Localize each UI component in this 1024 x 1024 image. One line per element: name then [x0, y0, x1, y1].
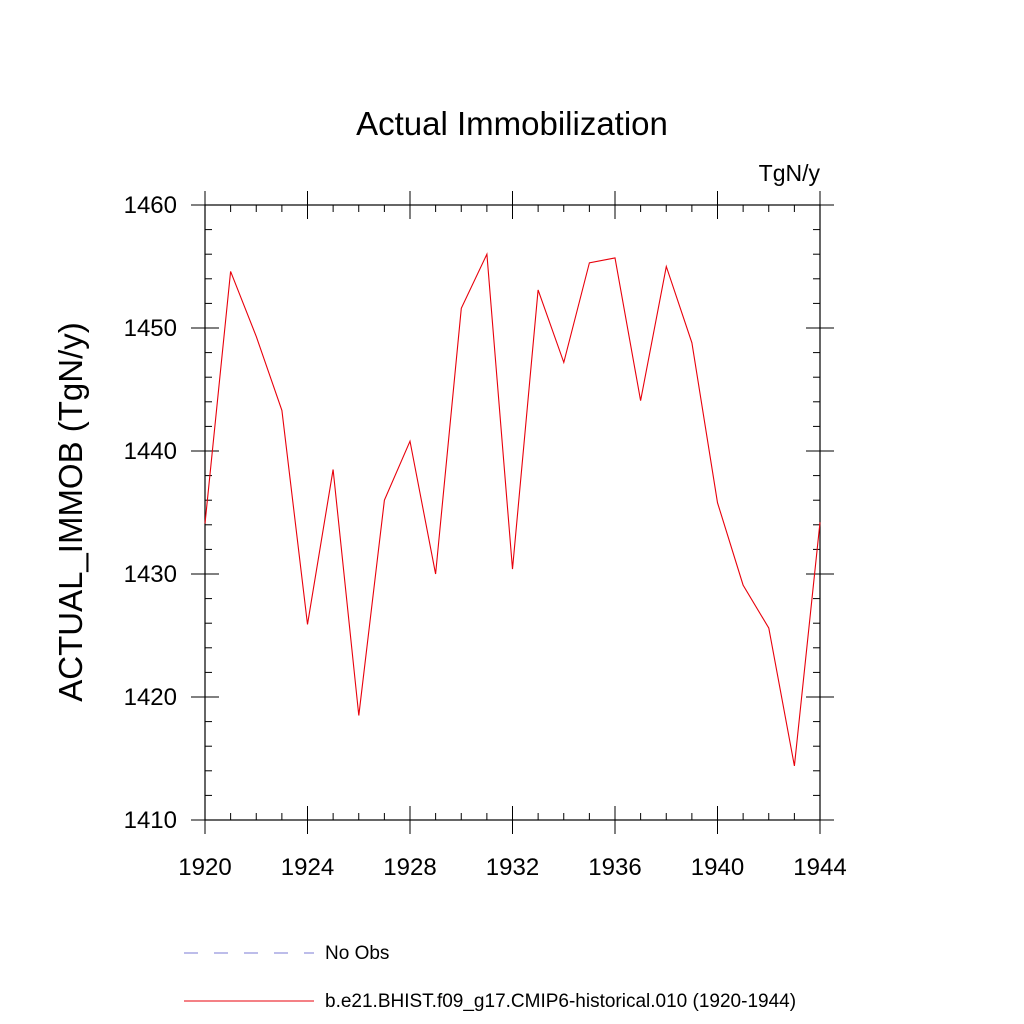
y-axis-label: ACTUAL_IMMOB (TgN/y): [52, 322, 89, 702]
x-tick-label: 1936: [588, 854, 641, 881]
y-tick-label: 1450: [124, 315, 177, 342]
x-tick-label: 1920: [178, 854, 231, 881]
y-tick-label: 1460: [124, 192, 177, 219]
y-tick-label: 1430: [124, 561, 177, 588]
x-axis-ticks: 1920 1924 1928 1932 1936 1940 1944: [178, 191, 847, 881]
y-tick-label: 1410: [124, 807, 177, 834]
y-tick-label: 1420: [124, 684, 177, 711]
legend: No Obs b.e21.BHIST.f09_g17.CMIP6-histori…: [184, 943, 796, 1012]
x-tick-label: 1940: [691, 854, 744, 881]
plot-axes: [204, 204, 821, 821]
legend-label-no-obs: No Obs: [325, 943, 389, 964]
plot-frame: [204, 204, 821, 821]
x-tick-label: 1944: [793, 854, 846, 881]
chart-title: Actual Immobilization: [356, 105, 668, 142]
legend-label-historical: b.e21.BHIST.f09_g17.CMIP6-historical.010…: [325, 991, 796, 1012]
y-axis-ticks: 1410 1420 1430 1440 1450 1460: [124, 192, 834, 834]
units-label: TgN/y: [759, 160, 821, 186]
x-tick-label: 1932: [486, 854, 539, 881]
series-line: [204, 252, 821, 767]
y-tick-label: 1440: [124, 438, 177, 465]
x-tick-label: 1924: [281, 854, 334, 881]
x-tick-label: 1928: [383, 854, 436, 881]
data-series: [204, 252, 821, 767]
